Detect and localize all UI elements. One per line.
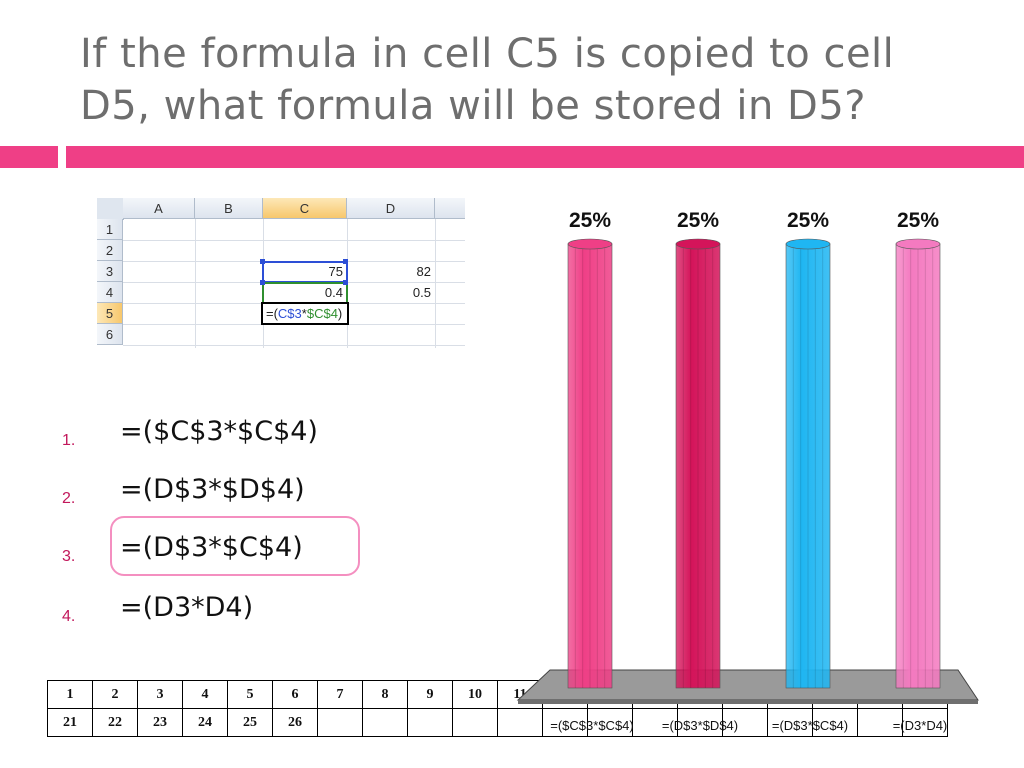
cell-c3: 75 — [328, 264, 343, 279]
row-header-2: 2 — [97, 240, 123, 261]
keypad-cell[interactable]: 24 — [182, 708, 228, 737]
data-label-4: 25% — [897, 209, 939, 232]
formula-ref-2: $C$4 — [306, 306, 338, 321]
column-header-e — [435, 198, 465, 219]
title-line-2: D5, what formula will be stored in D5? — [80, 83, 867, 129]
keypad-cell — [362, 708, 408, 737]
gridline — [123, 345, 465, 346]
keypad-cell — [857, 708, 903, 737]
answer-number: 2. — [62, 490, 76, 507]
cell-c5-formula: =(C$3*$C$4) — [266, 306, 342, 321]
keypad-cell — [542, 708, 588, 737]
keypad-cell[interactable]: 9 — [407, 680, 453, 709]
data-label-3: 25% — [787, 209, 829, 232]
gridline — [195, 219, 196, 348]
keypad-cell — [767, 708, 813, 737]
title-rule-short — [0, 146, 58, 168]
answer-text: =(D3*D4) — [120, 592, 254, 623]
column-header-b: B — [195, 198, 263, 219]
selection-handle — [260, 280, 265, 285]
keypad-cell[interactable]: 26 — [272, 708, 318, 737]
spreadsheet-image: A B C D 1 2 3 4 5 6 75 82 0.4 0.5 =(C$3*… — [97, 198, 465, 348]
bar-top-4 — [895, 238, 941, 250]
keypad-grid: 1234567891011121314151617181920212223242… — [47, 680, 948, 737]
row-header-6: 6 — [97, 324, 123, 345]
title-line-1: If the formula in cell C5 is copied to c… — [80, 31, 895, 77]
keypad-cell — [632, 708, 678, 737]
keypad-cell[interactable]: 25 — [227, 708, 273, 737]
slide-title: If the formula in cell C5 is copied to c… — [80, 28, 980, 132]
keypad-cell[interactable]: 21 — [47, 708, 93, 737]
category-label-2: =(D$3*$D$4) — [662, 718, 738, 733]
row-header-4: 4 — [97, 282, 123, 303]
response-chart: 25% =($C$3*$C$4) 25% =(D$3*$D$4) 25% =(D$3*$C… — [510, 200, 985, 740]
answer-number: 4. — [62, 608, 76, 625]
answer-text: =(D$3*$D$4) — [120, 474, 305, 505]
formula-suffix: ) — [337, 306, 343, 321]
category-label-3: =(D$3*$C$4) — [772, 718, 848, 733]
keypad-cell[interactable]: 23 — [137, 708, 183, 737]
column-header-d: D — [347, 198, 435, 219]
keypad-cell — [587, 708, 633, 737]
keypad-row: 21 22 23 24 25 26 — [47, 708, 948, 737]
formula-prefix: =( — [266, 306, 278, 321]
keypad-cell[interactable]: 4 — [182, 680, 228, 709]
keypad-cell[interactable]: 7 — [317, 680, 363, 709]
gridline — [123, 240, 465, 241]
formula-ref-1: C$3 — [277, 306, 302, 321]
keypad-cell — [902, 708, 948, 737]
selection-handle — [260, 259, 265, 264]
keypad-cell[interactable]: 1 — [47, 680, 93, 709]
bar-top-2 — [675, 238, 721, 250]
keypad-cell — [677, 708, 723, 737]
keypad-cell[interactable]: 6 — [272, 680, 318, 709]
category-label-1: =($C$3*$C$4) — [550, 718, 633, 733]
keypad-cell[interactable]: 8 — [362, 680, 408, 709]
keypad-cell[interactable]: 10 — [452, 680, 498, 709]
keypad-cell — [317, 708, 363, 737]
chart-canvas: 25% =($C$3*$C$4) 25% =(D$3*$D$4) 25% =(D$3*$C… — [516, 209, 979, 733]
row-header-5: 5 — [97, 303, 123, 324]
keypad-cell[interactable]: 5 — [227, 680, 273, 709]
row-header-1: 1 — [97, 219, 123, 240]
keypad-cell — [722, 708, 768, 737]
keypad-cell — [407, 708, 453, 737]
column-header-a: A — [123, 198, 195, 219]
keypad-cell[interactable]: 22 — [92, 708, 138, 737]
bar-top-3 — [785, 238, 831, 250]
keypad-cell — [497, 708, 543, 737]
column-header-c: C — [263, 198, 347, 219]
bar-1 — [567, 243, 613, 689]
cell-d3: 82 — [416, 264, 431, 279]
bar-3 — [785, 243, 831, 689]
cell-c4: 0.4 — [324, 285, 343, 300]
active-cell-c5: =(C$3*$C$4) — [261, 302, 349, 325]
select-all-corner — [97, 198, 124, 220]
category-label-4: =(D3*D4) — [893, 718, 948, 733]
chart-floor-edge — [518, 700, 978, 704]
row-header-3: 3 — [97, 261, 123, 282]
bar-4 — [895, 243, 941, 689]
answer-number: 3. — [62, 548, 76, 565]
formula-operator: * — [301, 306, 307, 321]
keypad-cell — [452, 708, 498, 737]
answer-text: =($C$3*$C$4) — [120, 416, 318, 447]
keypad-grid-body: 1234567891011121314151617181920212223242… — [47, 680, 948, 737]
correct-answer-highlight — [110, 516, 360, 576]
selection-handle — [343, 259, 348, 264]
keypad-cell — [812, 708, 858, 737]
cell-d4: 0.5 — [412, 285, 431, 300]
data-label-1: 25% — [569, 209, 611, 232]
gridline — [435, 219, 436, 348]
answer-text: =(D$3*$C$4) — [120, 532, 303, 563]
selection-handle — [343, 280, 348, 285]
keypad-cell[interactable]: 2 — [92, 680, 138, 709]
answer-number: 1. — [62, 432, 76, 449]
data-label-2: 25% — [677, 209, 719, 232]
bar-top-1 — [567, 238, 613, 250]
title-rule-long — [66, 146, 1024, 168]
keypad-cell[interactable]: 3 — [137, 680, 183, 709]
bar-2 — [675, 243, 721, 689]
